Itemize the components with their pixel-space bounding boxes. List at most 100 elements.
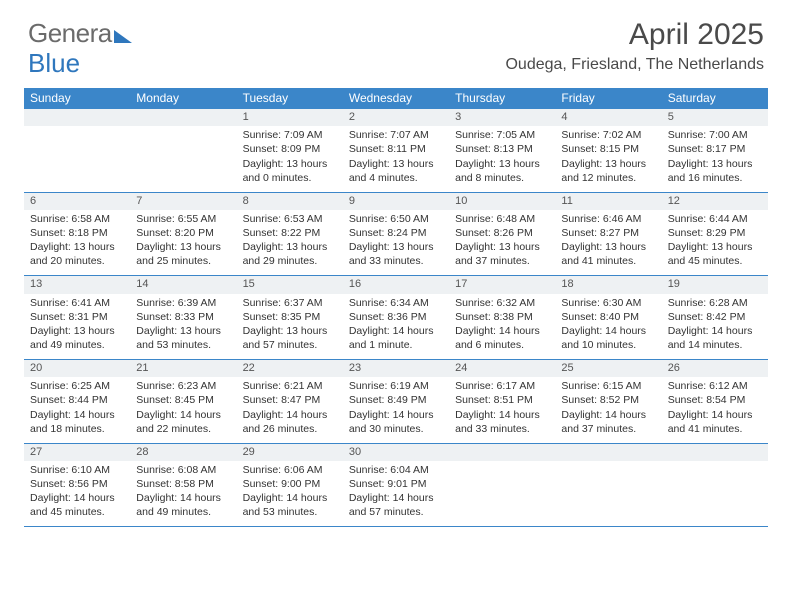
sunset-line: Sunset: 8:27 PM xyxy=(561,226,655,240)
month-title: April 2025 xyxy=(505,18,764,52)
sunset-line: Sunset: 8:45 PM xyxy=(136,393,230,407)
title-block: April 2025 Oudega, Friesland, The Nether… xyxy=(505,18,764,74)
sunset-line: Sunset: 8:40 PM xyxy=(561,310,655,324)
day-header: Thursday xyxy=(449,88,555,109)
calendar-daynum-row: 27282930 xyxy=(24,443,768,461)
location-label: Oudega, Friesland, The Netherlands xyxy=(505,56,764,74)
calendar-daynum-row: 12345 xyxy=(24,109,768,127)
sunrise-line: Sunrise: 6:34 AM xyxy=(349,296,443,310)
sunrise-line: Sunrise: 6:10 AM xyxy=(30,463,124,477)
daylight-line: Daylight: 14 hours and 30 minutes. xyxy=(349,408,443,436)
sunrise-line: Sunrise: 7:00 AM xyxy=(668,128,762,142)
sunset-line: Sunset: 8:31 PM xyxy=(30,310,124,324)
sunset-line: Sunset: 8:38 PM xyxy=(455,310,549,324)
calendar-content-row: Sunrise: 6:25 AMSunset: 8:44 PMDaylight:… xyxy=(24,377,768,443)
sunset-line: Sunset: 8:20 PM xyxy=(136,226,230,240)
day-number: 5 xyxy=(662,109,768,127)
sunset-line: Sunset: 8:56 PM xyxy=(30,477,124,491)
day-number: 17 xyxy=(449,276,555,294)
day-number: 25 xyxy=(555,360,661,378)
day-number: 13 xyxy=(24,276,130,294)
daylight-line: Daylight: 13 hours and 29 minutes. xyxy=(243,240,337,268)
sunset-line: Sunset: 8:52 PM xyxy=(561,393,655,407)
day-cell: Sunrise: 7:09 AMSunset: 8:09 PMDaylight:… xyxy=(237,126,343,192)
day-number: 27 xyxy=(24,443,130,461)
sunrise-line: Sunrise: 6:32 AM xyxy=(455,296,549,310)
sunrise-line: Sunrise: 6:28 AM xyxy=(668,296,762,310)
sunrise-line: Sunrise: 6:08 AM xyxy=(136,463,230,477)
sunset-line: Sunset: 8:44 PM xyxy=(30,393,124,407)
sunrise-line: Sunrise: 6:15 AM xyxy=(561,379,655,393)
empty-cell xyxy=(555,461,661,527)
daylight-line: Daylight: 13 hours and 33 minutes. xyxy=(349,240,443,268)
sunrise-line: Sunrise: 6:55 AM xyxy=(136,212,230,226)
daylight-line: Daylight: 14 hours and 26 minutes. xyxy=(243,408,337,436)
sunrise-line: Sunrise: 6:44 AM xyxy=(668,212,762,226)
day-cell: Sunrise: 6:12 AMSunset: 8:54 PMDaylight:… xyxy=(662,377,768,443)
day-cell: Sunrise: 6:53 AMSunset: 8:22 PMDaylight:… xyxy=(237,210,343,276)
day-cell: Sunrise: 6:06 AMSunset: 9:00 PMDaylight:… xyxy=(237,461,343,527)
day-number: 29 xyxy=(237,443,343,461)
day-number: 10 xyxy=(449,192,555,210)
daylight-line: Daylight: 14 hours and 53 minutes. xyxy=(243,491,337,519)
sunrise-line: Sunrise: 6:39 AM xyxy=(136,296,230,310)
calendar-content-row: Sunrise: 6:10 AMSunset: 8:56 PM Daylight:… xyxy=(24,461,768,527)
logo-text-1: Genera xyxy=(28,18,112,49)
empty-cell xyxy=(555,443,661,461)
daylight-line: Daylight: 14 hours and 6 minutes. xyxy=(455,324,549,352)
empty-cell xyxy=(662,461,768,527)
day-header: Saturday xyxy=(662,88,768,109)
daylight-line: Daylight: 14 hours and 57 minutes. xyxy=(349,491,443,519)
calendar-daynum-row: 6789101112 xyxy=(24,192,768,210)
day-cell: Sunrise: 6:48 AMSunset: 8:26 PMDaylight:… xyxy=(449,210,555,276)
day-cell: Sunrise: 6:50 AMSunset: 8:24 PMDaylight:… xyxy=(343,210,449,276)
sunset-line: Sunset: 8:29 PM xyxy=(668,226,762,240)
daylight-line: Daylight: 14 hours and 10 minutes. xyxy=(561,324,655,352)
logo-text-2: Blue xyxy=(28,48,80,78)
empty-cell xyxy=(449,443,555,461)
daylight-line: Daylight: 14 hours and 49 minutes. xyxy=(136,491,230,519)
sunrise-line: Sunrise: 7:05 AM xyxy=(455,128,549,142)
day-number: 23 xyxy=(343,360,449,378)
daylight-line: Daylight: 13 hours and 57 minutes. xyxy=(243,324,337,352)
sunrise-line: Sunrise: 6:04 AM xyxy=(349,463,443,477)
day-cell: Sunrise: 6:34 AMSunset: 8:36 PMDaylight:… xyxy=(343,294,449,360)
day-cell: Sunrise: 7:05 AMSunset: 8:13 PMDaylight:… xyxy=(449,126,555,192)
sunset-line: Sunset: 8:13 PM xyxy=(455,142,549,156)
day-number: 3 xyxy=(449,109,555,127)
day-number: 26 xyxy=(662,360,768,378)
daylight-line: Daylight: 14 hours and 41 minutes. xyxy=(668,408,762,436)
calendar-daynum-row: 20212223242526 xyxy=(24,360,768,378)
day-number: 8 xyxy=(237,192,343,210)
day-cell: Sunrise: 6:19 AMSunset: 8:49 PMDaylight:… xyxy=(343,377,449,443)
daylight-line: Daylight: 13 hours and 12 minutes. xyxy=(561,157,655,185)
sunrise-line: Sunrise: 6:53 AM xyxy=(243,212,337,226)
sunrise-line: Sunrise: 6:30 AM xyxy=(561,296,655,310)
logo-triangle-icon xyxy=(114,30,132,43)
calendar-content-row: Sunrise: 6:41 AMSunset: 8:31 PMDaylight:… xyxy=(24,294,768,360)
daylight-line: Daylight: 13 hours and 25 minutes. xyxy=(136,240,230,268)
daylight-line: Daylight: 14 hours and 18 minutes. xyxy=(30,408,124,436)
sunset-line: Sunset: 8:36 PM xyxy=(349,310,443,324)
day-cell: Sunrise: 6:58 AMSunset: 8:18 PMDaylight:… xyxy=(24,210,130,276)
day-header: Tuesday xyxy=(237,88,343,109)
sunrise-line: Sunrise: 6:58 AM xyxy=(30,212,124,226)
sunrise-line: Sunrise: 6:46 AM xyxy=(561,212,655,226)
sunset-line: Sunset: 8:49 PM xyxy=(349,393,443,407)
calendar-table: SundayMondayTuesdayWednesdayThursdayFrid… xyxy=(24,88,768,527)
sunrise-line: Sunrise: 7:02 AM xyxy=(561,128,655,142)
calendar-content-row: Sunrise: 6:58 AMSunset: 8:18 PMDaylight:… xyxy=(24,210,768,276)
day-number: 1 xyxy=(237,109,343,127)
empty-cell xyxy=(662,443,768,461)
day-cell: Sunrise: 6:21 AMSunset: 8:47 PMDaylight:… xyxy=(237,377,343,443)
logo: Genera xyxy=(28,18,133,49)
day-number: 19 xyxy=(662,276,768,294)
sunset-line: Sunset: 8:58 PM xyxy=(136,477,230,491)
day-number: 9 xyxy=(343,192,449,210)
sunset-line: Sunset: 8:47 PM xyxy=(243,393,337,407)
day-header: Monday xyxy=(130,88,236,109)
sunset-line: Sunset: 8:15 PM xyxy=(561,142,655,156)
day-number: 20 xyxy=(24,360,130,378)
sunrise-line: Sunrise: 6:21 AM xyxy=(243,379,337,393)
daylight-line: Daylight: 13 hours and 41 minutes. xyxy=(561,240,655,268)
